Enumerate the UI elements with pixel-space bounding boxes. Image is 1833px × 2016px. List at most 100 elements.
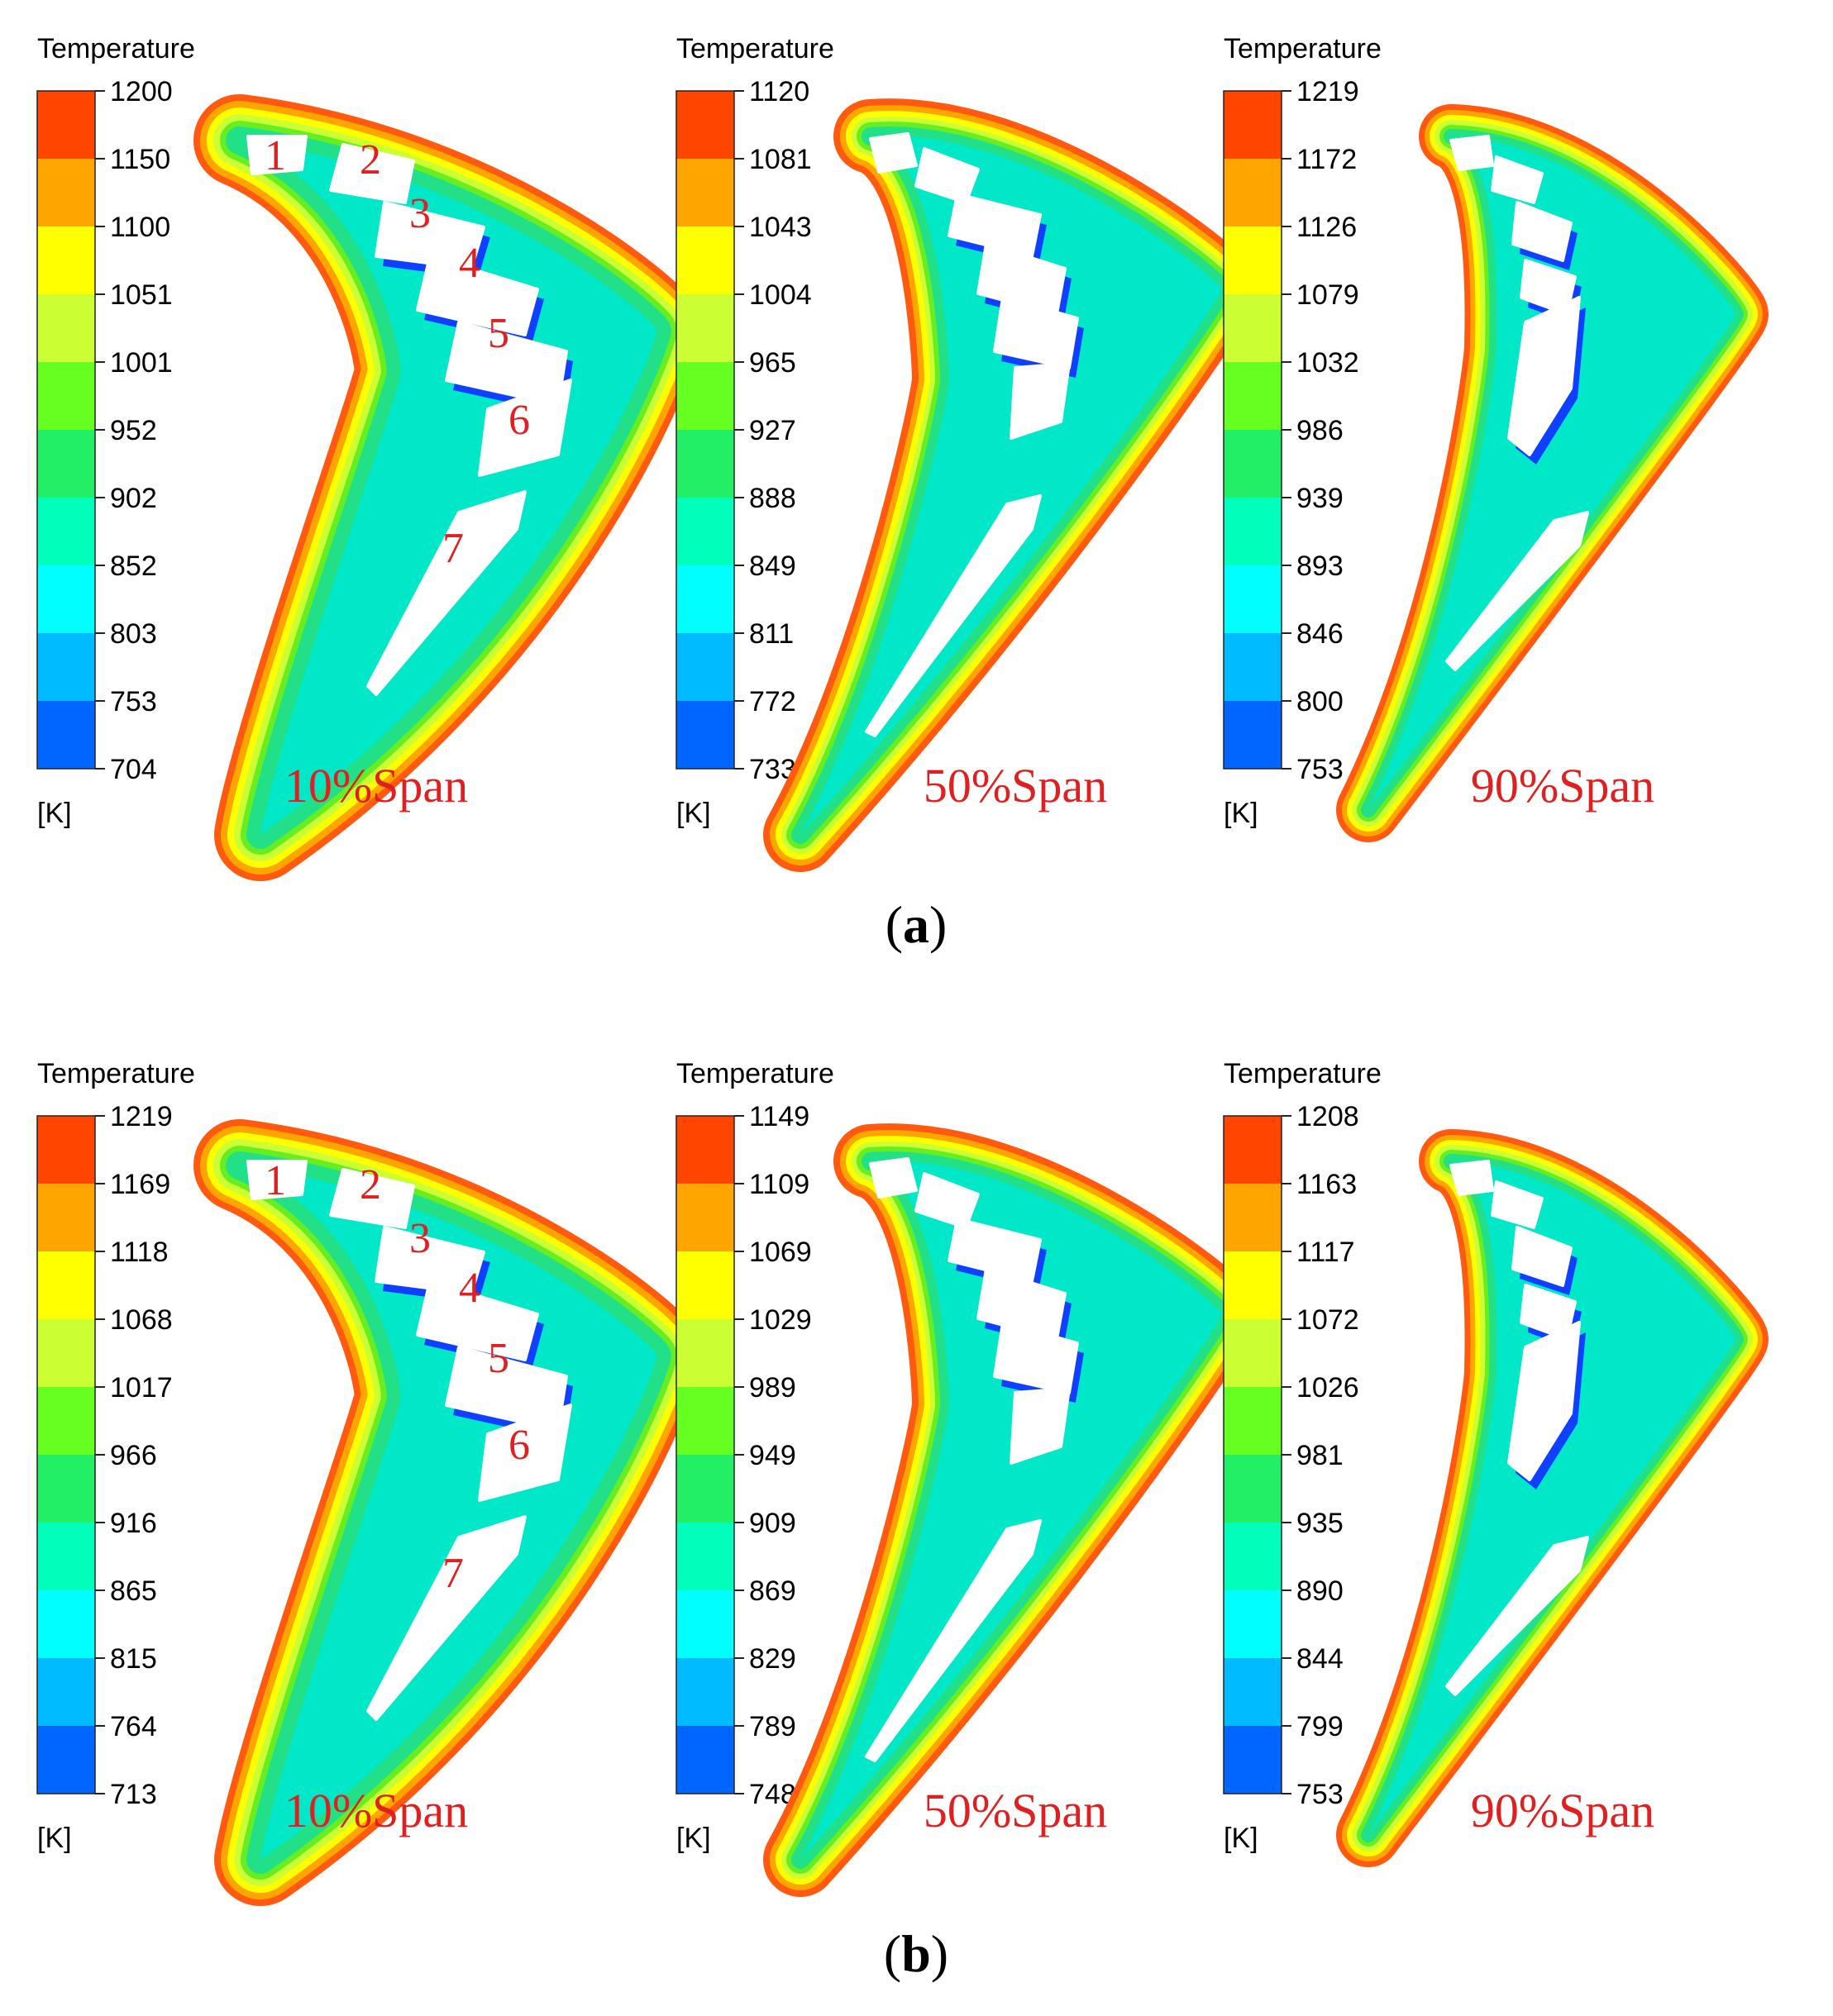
colorbar-segment [1224, 1523, 1282, 1590]
blade-contour [1336, 104, 1769, 842]
colorbar-tick-label: 1109 [749, 1169, 809, 1200]
colorbar-segment [1224, 1455, 1282, 1523]
colorbar-tick-label: 888 [749, 483, 796, 514]
colorbar-segment [676, 1455, 734, 1523]
colorbar-segment [37, 1658, 95, 1726]
colorbar-tick-label: 1001 [110, 347, 173, 379]
cooling-channel [948, 193, 1042, 258]
colorbar-segment [676, 1590, 734, 1658]
span-label: 10%Span [284, 759, 468, 813]
colorbar-segment [676, 633, 734, 701]
cooling-channel [1507, 1321, 1581, 1481]
colorbar-segment [676, 1184, 734, 1251]
blade-contour [1336, 1129, 1769, 1867]
colorbar: 1219 1172 1126 1079 1032 986 939 893 846 800 753 [1223, 76, 1359, 785]
channel-number: 2 [360, 136, 381, 183]
span-label: 10%Span [284, 1784, 468, 1837]
channel-number: 4 [459, 240, 480, 287]
colorbar-segment [37, 1319, 95, 1387]
colorbar-tick-label: 1208 [1296, 1101, 1359, 1132]
colorbar-tick-label: 1004 [749, 279, 812, 311]
span-label: 90%Span [1471, 1784, 1654, 1837]
colorbar-tick-label: 1072 [1296, 1304, 1359, 1336]
colorbar-tick-label: 799 [1296, 1711, 1344, 1742]
cooling-channel [948, 1218, 1042, 1283]
colorbar-segment [676, 1116, 734, 1184]
cooling-channel [1010, 1387, 1071, 1465]
colorbar-tick-label: 753 [110, 686, 157, 717]
colorbar-segment [1224, 633, 1282, 701]
colorbar-segment [37, 362, 95, 430]
colorbar-segment [37, 498, 95, 565]
colorbar-tick-label: 1032 [1296, 347, 1359, 379]
colorbar-tick-label: 1069 [749, 1237, 812, 1268]
colorbar-tick-label: 789 [749, 1711, 796, 1742]
colorbar-tick-label: 1219 [1296, 76, 1359, 107]
unit-label: [K] [676, 798, 711, 829]
subfigure-caption: (a) [885, 895, 948, 954]
colorbar-segment [37, 294, 95, 362]
colorbar-tick-label: 1163 [1296, 1169, 1357, 1200]
figure-row-b: Temperature 1219 1169 1118 1068 1017 966 916 865… [36, 1058, 1769, 1983]
cooling-channel [1491, 155, 1544, 204]
colorbar-tick-label: 927 [749, 415, 796, 446]
colorbar-title: Temperature [676, 1058, 834, 1089]
colorbar-segment [1224, 1590, 1282, 1658]
blade-core [800, 1161, 1222, 1860]
contour-panel: Temperature 1200 1150 1100 1051 1001 952 902 852… [36, 33, 704, 881]
colorbar: 1219 1169 1118 1068 1017 966 916 865 815 764 713 [36, 1101, 173, 1810]
colorbar-segment [676, 1658, 734, 1726]
cooling-channel [416, 1280, 539, 1361]
colorbar-segment [37, 159, 95, 226]
cooling-channel [1491, 1180, 1544, 1229]
unit-label: [K] [1224, 798, 1258, 829]
colorbar-tick-label: 1172 [1296, 144, 1357, 175]
colorbar-tick-label: 1100 [110, 212, 170, 243]
colorbar-tick-label: 1126 [1296, 212, 1357, 243]
colorbar-tick-label: 772 [749, 686, 796, 717]
cooling-channel [1445, 511, 1589, 671]
colorbar-segment [676, 1387, 734, 1455]
colorbar-tick-label: 1026 [1296, 1372, 1359, 1404]
colorbar-tick-label: 852 [110, 550, 157, 582]
cooling-channel [1449, 135, 1494, 171]
cooling-channel [329, 1168, 415, 1229]
cooling-channel [246, 135, 308, 175]
cooling-channel [246, 1160, 308, 1200]
cooling-channel [329, 143, 415, 204]
blade-core [240, 141, 657, 835]
colorbar-segment [37, 91, 95, 159]
subfigure-caption: (b) [884, 1924, 948, 1983]
cooling-channel [416, 255, 539, 336]
colorbar-tick-label: 909 [749, 1508, 796, 1539]
colorbar-tick-label: 935 [1296, 1508, 1344, 1539]
colorbar-segment [676, 1251, 734, 1319]
cooling-channel [1449, 1160, 1494, 1196]
colorbar-segment [37, 226, 95, 294]
cooling-channel [478, 379, 572, 477]
colorbar-segment [676, 91, 734, 159]
colorbar-tick-label: 1120 [749, 76, 809, 107]
cooling-channel [869, 132, 918, 174]
colorbar: 1208 1163 1117 1072 1026 981 935 890 844 799 753 [1223, 1101, 1359, 1810]
colorbar-tick-label: 1169 [110, 1169, 170, 1200]
colorbar-tick-label: 1051 [110, 279, 173, 311]
colorbar-tick-label: 869 [749, 1575, 796, 1607]
colorbar-segment [676, 565, 734, 633]
colorbar-tick-label: 1081 [749, 144, 812, 175]
colorbar-tick-label: 815 [110, 1643, 157, 1675]
colorbar-segment [37, 1726, 95, 1794]
channel-number: 1 [265, 132, 286, 179]
channel-number: 5 [488, 310, 509, 357]
colorbar-tick-label: 939 [1296, 483, 1344, 514]
colorbar-segment [1224, 1726, 1282, 1794]
colorbar-tick-label: 965 [749, 347, 796, 379]
contour-panel: Temperature 1219 1172 1126 1079 1032 986 939 893… [1223, 33, 1769, 842]
colorbar-tick-label: 1017 [110, 1372, 173, 1404]
colorbar-segment [676, 498, 734, 565]
colorbar-title: Temperature [1224, 1058, 1382, 1089]
cooling-channel [1511, 1226, 1573, 1287]
